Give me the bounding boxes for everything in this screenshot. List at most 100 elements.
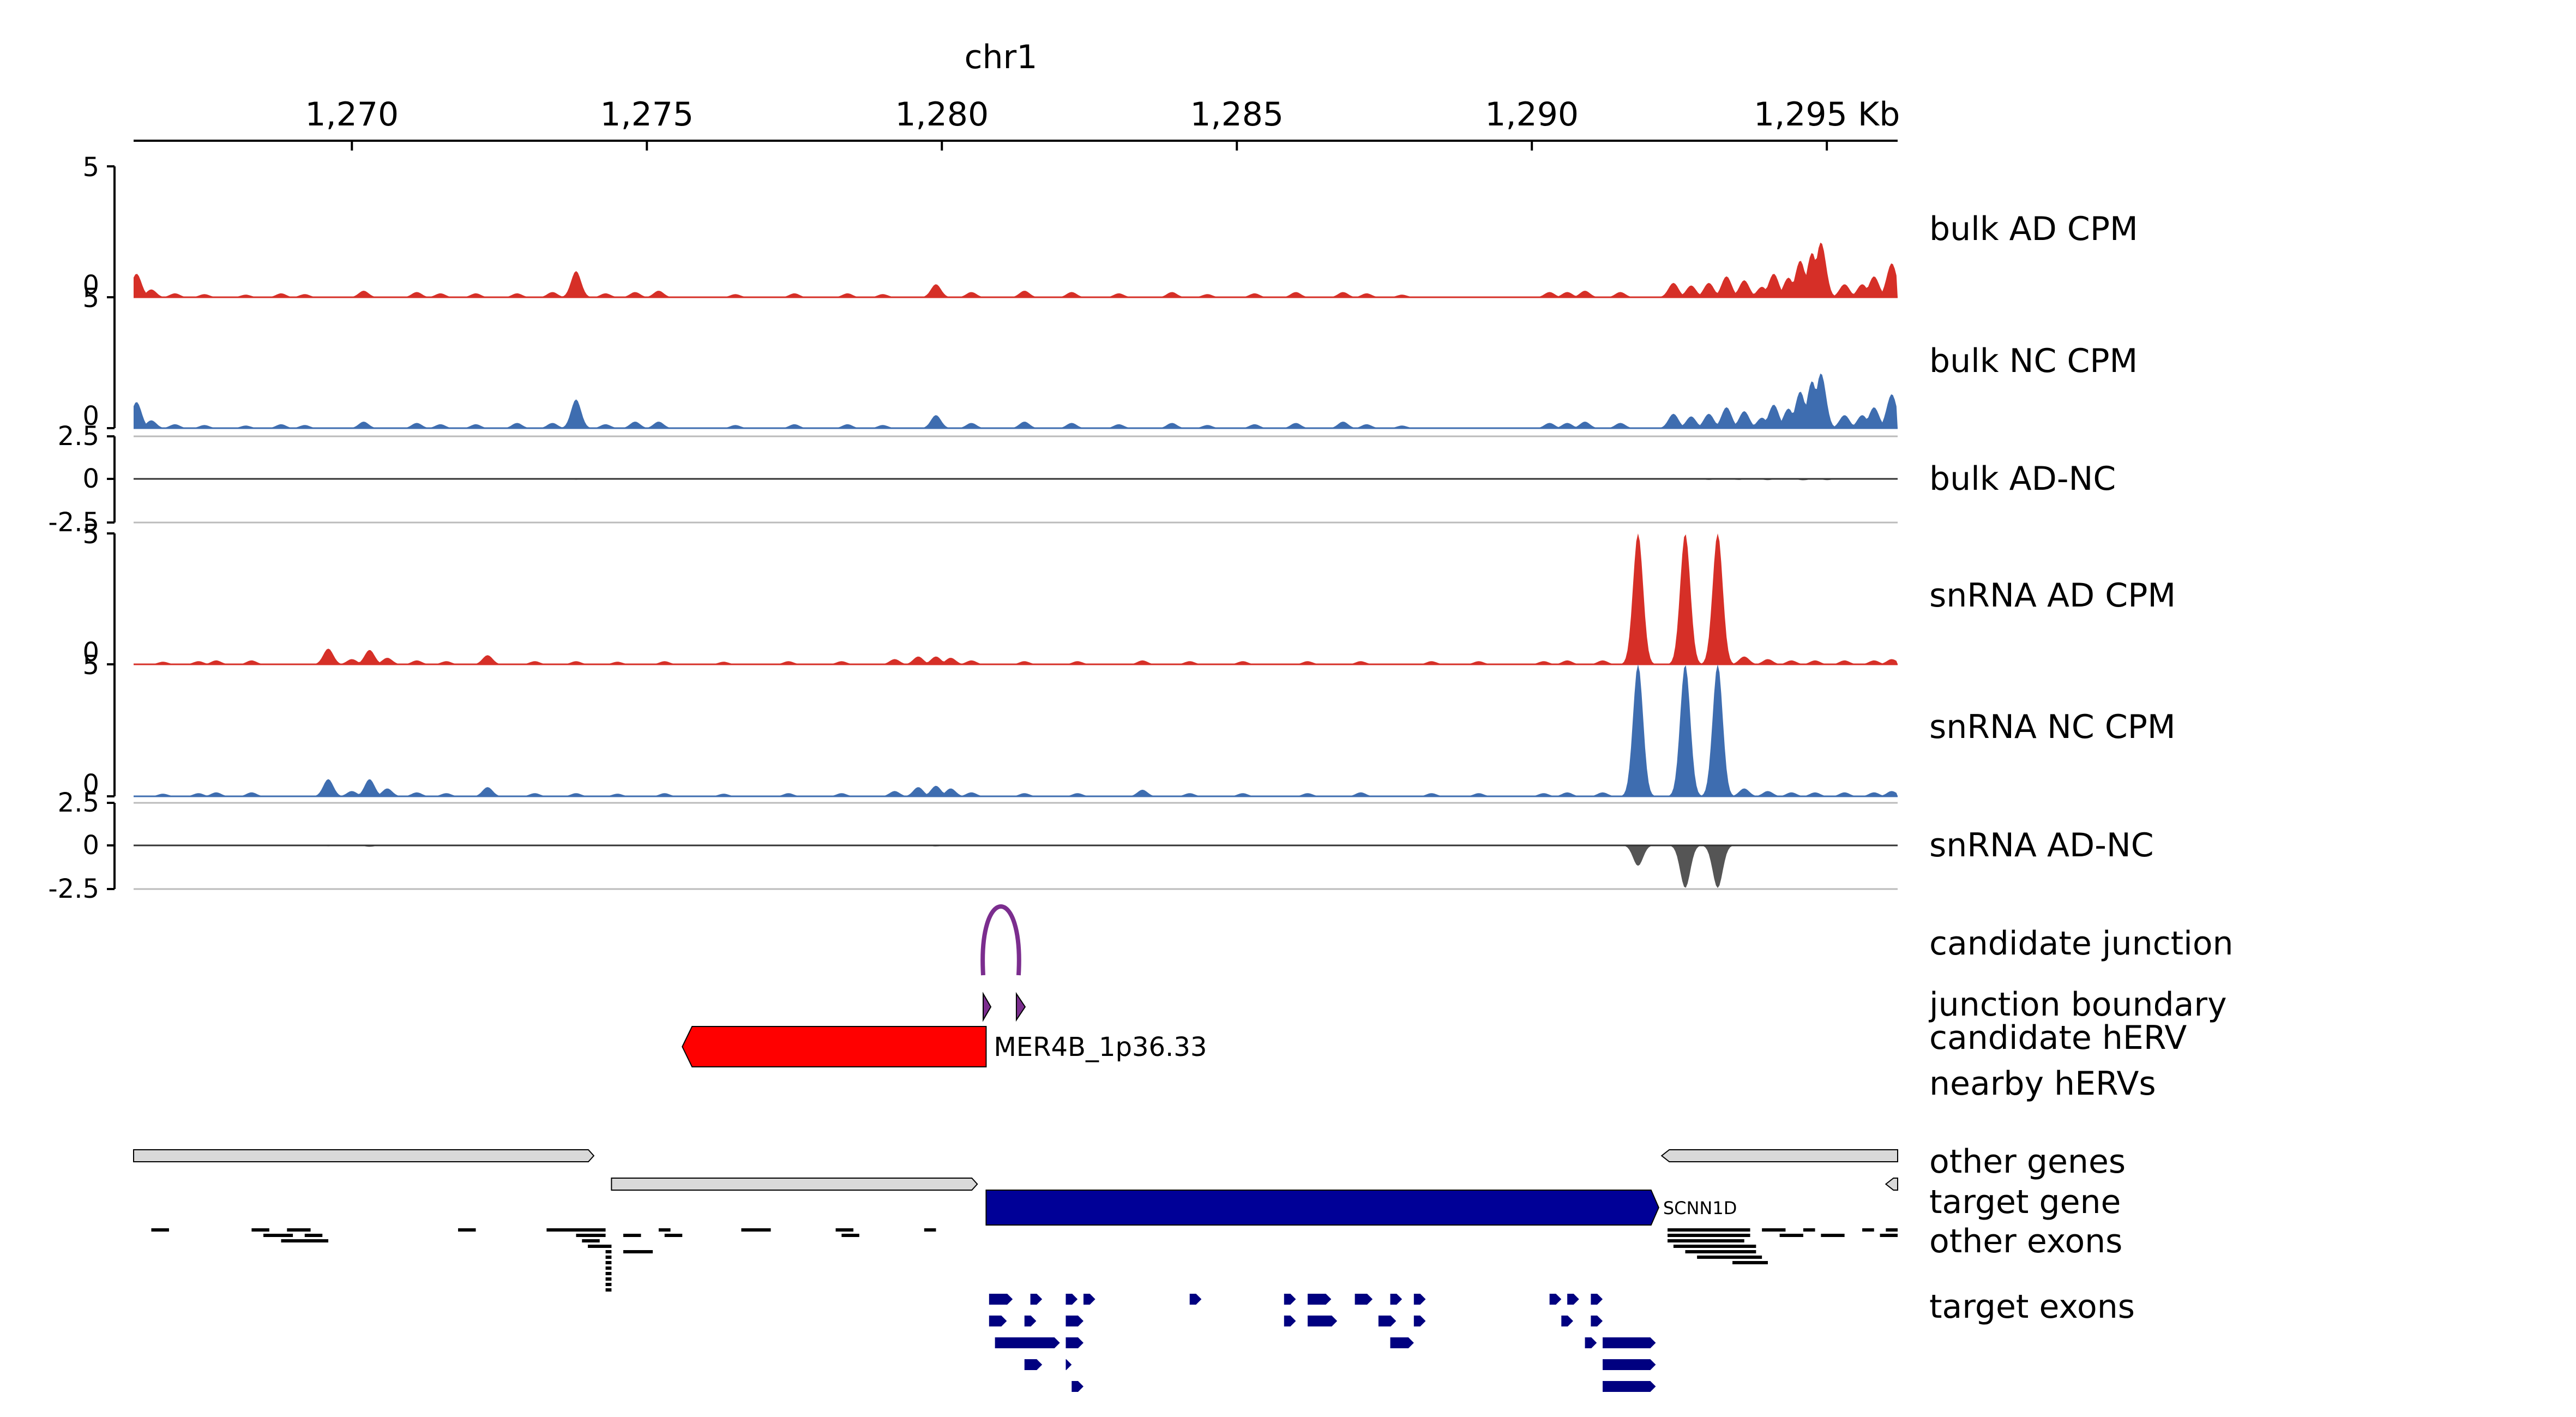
track-bulk_ad: 50: [82, 152, 1898, 301]
junction-boundary-marker: [1015, 992, 1026, 1022]
other-exon: [582, 1239, 600, 1242]
target-exon: [1066, 1359, 1072, 1370]
y-tick-label: 0: [82, 464, 99, 494]
track-label-bulk_ad: bulk AD CPM: [1929, 210, 2138, 248]
y-tick-label: -2.5: [48, 874, 99, 904]
y-tick-label: 0: [82, 830, 99, 861]
other-exon: [605, 1261, 612, 1264]
target-exon: [1585, 1337, 1597, 1348]
other-exon: [658, 1228, 671, 1232]
y-tick-label: 5: [82, 519, 99, 550]
other-exon: [605, 1288, 612, 1292]
y-tick-label: 0: [82, 769, 99, 800]
target-exon: [1284, 1294, 1296, 1305]
x-tick-label: 1,270: [305, 95, 399, 134]
herv-feature: [682, 1026, 987, 1067]
other-exons: [151, 1228, 1898, 1292]
other-exon: [1685, 1250, 1756, 1253]
y-tick-label: 0: [82, 637, 99, 668]
target-exon: [1603, 1337, 1656, 1348]
other-exon: [1862, 1228, 1874, 1232]
target-exon: [1284, 1316, 1296, 1326]
other-exon: [1668, 1234, 1750, 1237]
target-gene-name-label: SCNN1D: [1663, 1198, 1737, 1218]
target-exon: [1591, 1316, 1603, 1326]
track-sn_diff: 2.5 0 -2.5: [48, 788, 1898, 904]
candidate-herv: MER4B_1p36.33: [682, 1026, 1207, 1067]
candidate-junction: [980, 904, 1021, 976]
y-tick-label: 0: [82, 401, 99, 431]
track-label-target-gene: target gene: [1929, 1183, 2121, 1221]
target-exon: [1567, 1294, 1579, 1305]
track-bulk_nc: 50: [82, 283, 1898, 431]
track-label-nearby-hervs: nearby hERVs: [1929, 1065, 2156, 1103]
other-exon: [605, 1266, 612, 1270]
target-exon: [1561, 1316, 1573, 1326]
x-tick-label: 1,280: [895, 95, 989, 134]
other-gene-feature: [611, 1178, 978, 1191]
other-exon: [251, 1228, 269, 1232]
other-exon: [605, 1283, 612, 1286]
other-exon: [605, 1256, 612, 1259]
other-exon: [1880, 1234, 1898, 1237]
target-exon: [1308, 1316, 1338, 1326]
junction-arc: [980, 904, 1021, 976]
difference-area: [134, 845, 1898, 888]
target-exon: [995, 1337, 1060, 1348]
other-genes: [133, 1149, 1898, 1191]
track-label-bulk_diff: bulk AD-NC: [1929, 460, 2116, 498]
other-exon: [1673, 1245, 1756, 1248]
other-exon: [1732, 1261, 1768, 1264]
coverage-area: [134, 242, 1898, 297]
other-exon: [1886, 1228, 1898, 1232]
herv-name-label: MER4B_1p36.33: [994, 1032, 1207, 1062]
track-label-bulk_nc: bulk NC CPM: [1929, 342, 2138, 380]
track-label-sn_nc: snRNA NC CPM: [1929, 708, 2176, 746]
y-tick-label: 0: [82, 270, 99, 301]
target-exon: [1308, 1294, 1332, 1305]
track-label-target-exons: target exons: [1929, 1288, 2135, 1326]
genomic-coordinate-axis: chr1 1,270 1,275 1,280 1,285 1,290 1,295 Kb: [134, 38, 1900, 151]
track-bulk_diff: 2.5 0 -2.5: [48, 421, 1898, 538]
other-gene-feature: [133, 1149, 595, 1162]
other-exon: [841, 1234, 859, 1237]
other-exon: [458, 1228, 476, 1232]
y-tick-label: 5: [82, 152, 99, 183]
y-tick-label: 5: [82, 283, 99, 314]
junction-boundary: [982, 992, 1026, 1022]
target-exon: [1072, 1381, 1084, 1392]
x-tick-label: 1,275: [600, 95, 694, 134]
other-exon: [1762, 1228, 1786, 1232]
y-tick-label: -2.5: [48, 507, 99, 538]
target-gene-feature: [985, 1190, 1659, 1226]
other-exon: [287, 1228, 311, 1232]
track-sn_ad: 50: [82, 519, 1898, 668]
other-exon: [1668, 1239, 1744, 1242]
other-exon: [623, 1234, 641, 1237]
other-exon: [605, 1272, 612, 1275]
target-exon: [1390, 1337, 1414, 1348]
target-gene: SCNN1D: [985, 1190, 1737, 1226]
track-label-sn_diff: snRNA AD-NC: [1929, 826, 2154, 864]
other-exon: [664, 1234, 683, 1237]
other-exon: [263, 1234, 293, 1237]
track-label-junction: candidate junction: [1929, 924, 2234, 963]
target-exon: [1413, 1294, 1426, 1305]
other-exon: [281, 1239, 329, 1242]
other-exon: [564, 1228, 606, 1232]
other-exon: [741, 1228, 771, 1232]
target-exon: [1390, 1294, 1403, 1305]
coverage-area: [134, 664, 1898, 796]
junction-boundary-marker: [982, 992, 992, 1022]
track-label-other-exons: other exons: [1929, 1222, 2122, 1260]
other-gene-feature: [1885, 1178, 1898, 1191]
target-exon: [1024, 1359, 1043, 1370]
track-label-sn_ad: snRNA AD CPM: [1929, 577, 2176, 615]
other-exon: [924, 1228, 936, 1232]
other-exon: [588, 1245, 612, 1248]
coverage-area: [134, 533, 1898, 664]
other-exon: [1668, 1228, 1750, 1232]
other-exon: [151, 1228, 169, 1232]
